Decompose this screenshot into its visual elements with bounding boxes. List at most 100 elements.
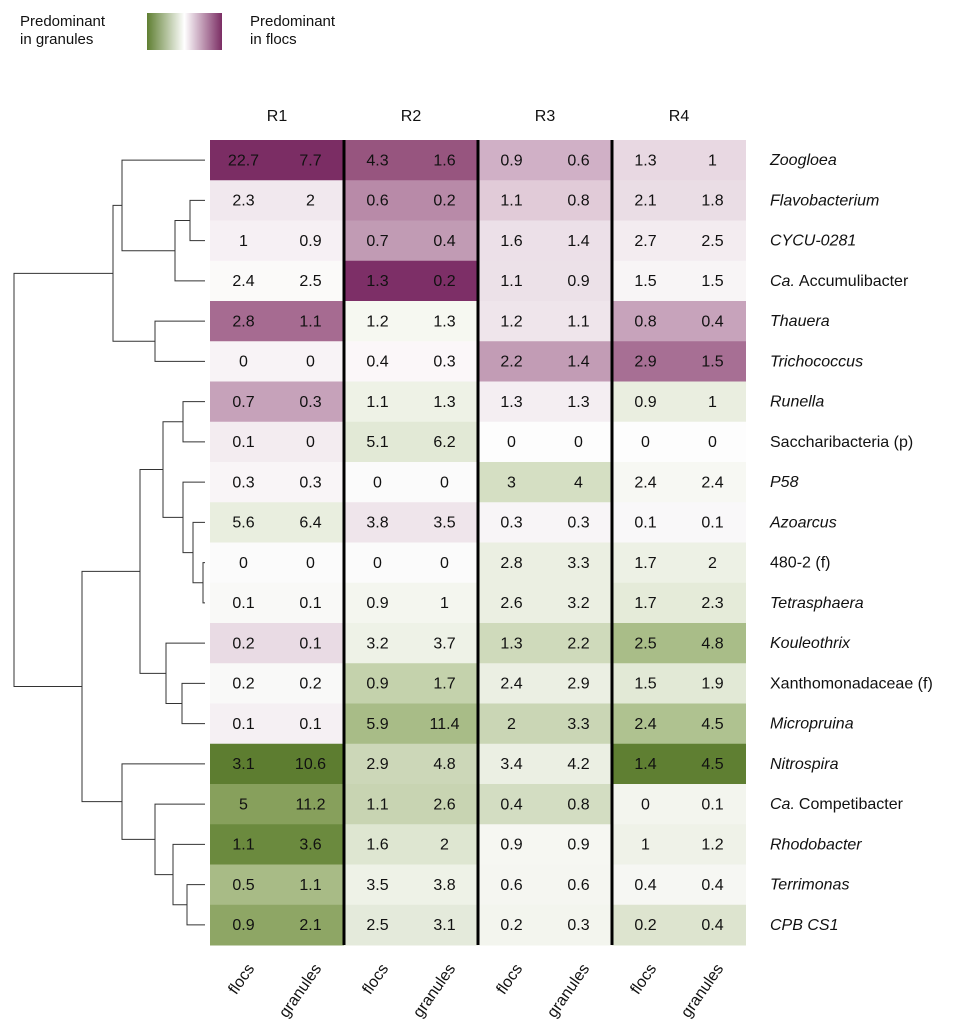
cell-value: 7.7: [299, 152, 321, 169]
heat-cell: [679, 784, 746, 825]
cell-value: 0: [373, 474, 382, 491]
row-label-part: CPB CS1: [770, 917, 838, 934]
cell-value: 0.9: [634, 394, 656, 411]
heat-cell: [478, 784, 545, 825]
cell-value: 0: [306, 555, 315, 572]
cell-value: 0.9: [366, 595, 388, 612]
cell-value: 0.3: [433, 354, 455, 371]
row-label: Ca. Accumulibacter: [770, 273, 909, 290]
heat-cell: [344, 381, 411, 423]
heat-cell: [411, 421, 478, 463]
row-label-part: Azoarcus: [769, 515, 837, 532]
heat-cell: [210, 743, 277, 785]
heat-cell: [679, 421, 746, 463]
row-label-part: Terrimonas: [770, 877, 849, 894]
heat-cell: [478, 542, 545, 584]
cell-value: 0.4: [500, 796, 522, 813]
cell-value: 1.1: [299, 313, 321, 330]
heat-cell: [545, 542, 612, 584]
cell-value: 1.1: [232, 837, 254, 854]
heat-cell: [612, 904, 679, 946]
row-label-part: Ca.: [770, 273, 795, 290]
heat-cell: [277, 824, 344, 865]
cell-value: 1.1: [500, 193, 522, 210]
heat-cell: [612, 341, 679, 382]
heat-cell: [478, 140, 545, 181]
heat-cell: [411, 582, 478, 624]
cell-value: 0.4: [433, 233, 455, 250]
heat-cell: [612, 260, 679, 302]
cell-value: 0.2: [433, 193, 455, 210]
heat-cell: [545, 140, 612, 181]
heat-cell: [277, 703, 344, 745]
row-label: P58: [770, 474, 799, 491]
row-label: CPB CS1: [770, 917, 838, 934]
heat-cell: [210, 663, 277, 704]
heat-cell: [210, 824, 277, 865]
heat-cell: [545, 582, 612, 624]
row-label: Nitrospira: [770, 756, 839, 773]
cell-value: 2.6: [500, 595, 522, 612]
row-label-part: Kouleothrix: [770, 635, 851, 652]
cell-value: 2.3: [701, 595, 723, 612]
cell-value: 0.2: [232, 676, 254, 693]
cell-value: 1.1: [366, 394, 388, 411]
heat-cell: [344, 542, 411, 584]
cell-value: 2.5: [366, 917, 388, 934]
heat-cell: [210, 180, 277, 221]
heat-cell: [612, 703, 679, 745]
row-label: Trichococcus: [770, 354, 863, 371]
heat-cell: [277, 381, 344, 423]
heat-cell: [545, 904, 612, 946]
cell-value: 5.9: [366, 716, 388, 733]
cell-value: 1.5: [701, 273, 723, 290]
cell-value: 3.1: [232, 756, 254, 773]
heat-cell: [210, 864, 277, 906]
heat-cell: [612, 462, 679, 503]
cell-value: 1.7: [433, 676, 455, 693]
row-label: Azoarcus: [769, 515, 837, 532]
heat-cell: [612, 864, 679, 906]
heat-cell: [545, 784, 612, 825]
row-label-part: Ca.: [770, 796, 795, 813]
cell-value: 1.7: [634, 595, 656, 612]
heat-cell: [210, 381, 277, 423]
row-label-part: Tetrasphaera: [770, 595, 864, 612]
heat-cell: [679, 623, 746, 664]
cell-value: 0.6: [567, 152, 589, 169]
cell-value: 2.4: [701, 474, 723, 491]
heat-cell: [679, 301, 746, 342]
heat-cell: [679, 824, 746, 865]
cell-value: 0.9: [500, 152, 522, 169]
cell-value: 0: [373, 555, 382, 572]
cell-value: 0.9: [299, 233, 321, 250]
heat-cell: [411, 180, 478, 221]
row-label-part: CYCU-0281: [770, 233, 856, 250]
heat-cell: [478, 341, 545, 382]
heat-cell: [679, 743, 746, 785]
heat-cell: [344, 140, 411, 181]
row-label: Micropruina: [770, 716, 854, 733]
heat-cell: [545, 260, 612, 302]
cell-value: 1.1: [299, 877, 321, 894]
cell-value: 6.4: [299, 515, 321, 532]
dendro-link: [165, 642, 205, 704]
legend-low-label: Predominant: [20, 13, 106, 30]
row-label: Kouleothrix: [770, 635, 851, 652]
cell-value: 0.8: [567, 796, 589, 813]
row-label-part: Saccharibacteria (p): [770, 434, 913, 451]
dendro-link: [13, 272, 113, 688]
cell-value: 1.1: [567, 313, 589, 330]
cell-value: 0.9: [366, 676, 388, 693]
cell-value: 0: [507, 434, 516, 451]
cell-value: 3.4: [500, 756, 522, 773]
dendrogram: [13, 159, 205, 926]
cell-value: 0.6: [366, 193, 388, 210]
cell-value: 0: [440, 474, 449, 491]
heat-cell: [545, 502, 612, 543]
cell-value: 4.2: [567, 756, 589, 773]
heat-cell: [545, 462, 612, 503]
heat-cell: [478, 421, 545, 463]
heat-cell: [210, 542, 277, 584]
